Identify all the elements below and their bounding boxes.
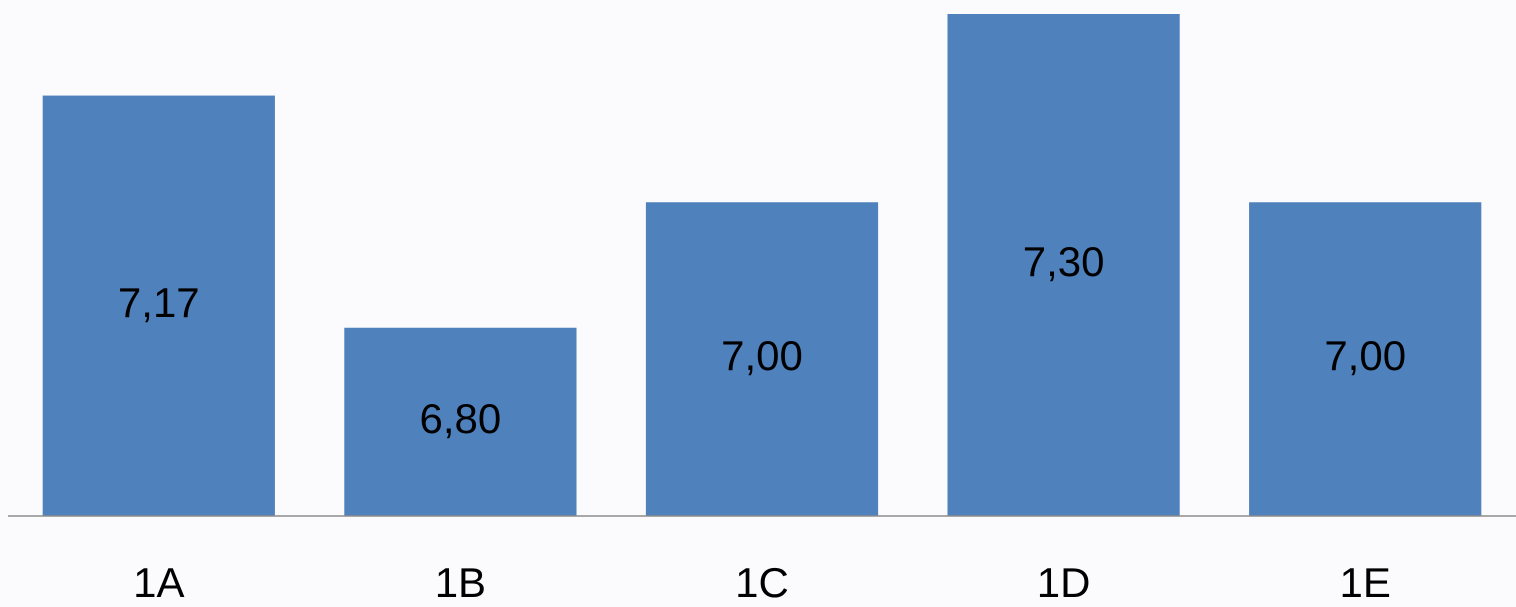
- bar: [1249, 202, 1482, 516]
- value-label: 6,80: [420, 395, 502, 442]
- bar: [947, 14, 1180, 516]
- bar: [645, 202, 879, 516]
- bar: [344, 327, 577, 516]
- value-label: 7,17: [118, 279, 200, 326]
- value-label: 7,00: [1324, 332, 1406, 379]
- x-tick-label: 1D: [1037, 559, 1091, 606]
- value-label: 7,30: [1023, 238, 1105, 285]
- x-tick-label: 1C: [735, 559, 789, 606]
- x-tick-label: 1E: [1340, 559, 1391, 606]
- x-tick-label: 1A: [133, 559, 184, 606]
- bar: [42, 95, 275, 516]
- x-tick-label: 1B: [435, 559, 486, 606]
- value-label: 7,00: [721, 332, 803, 379]
